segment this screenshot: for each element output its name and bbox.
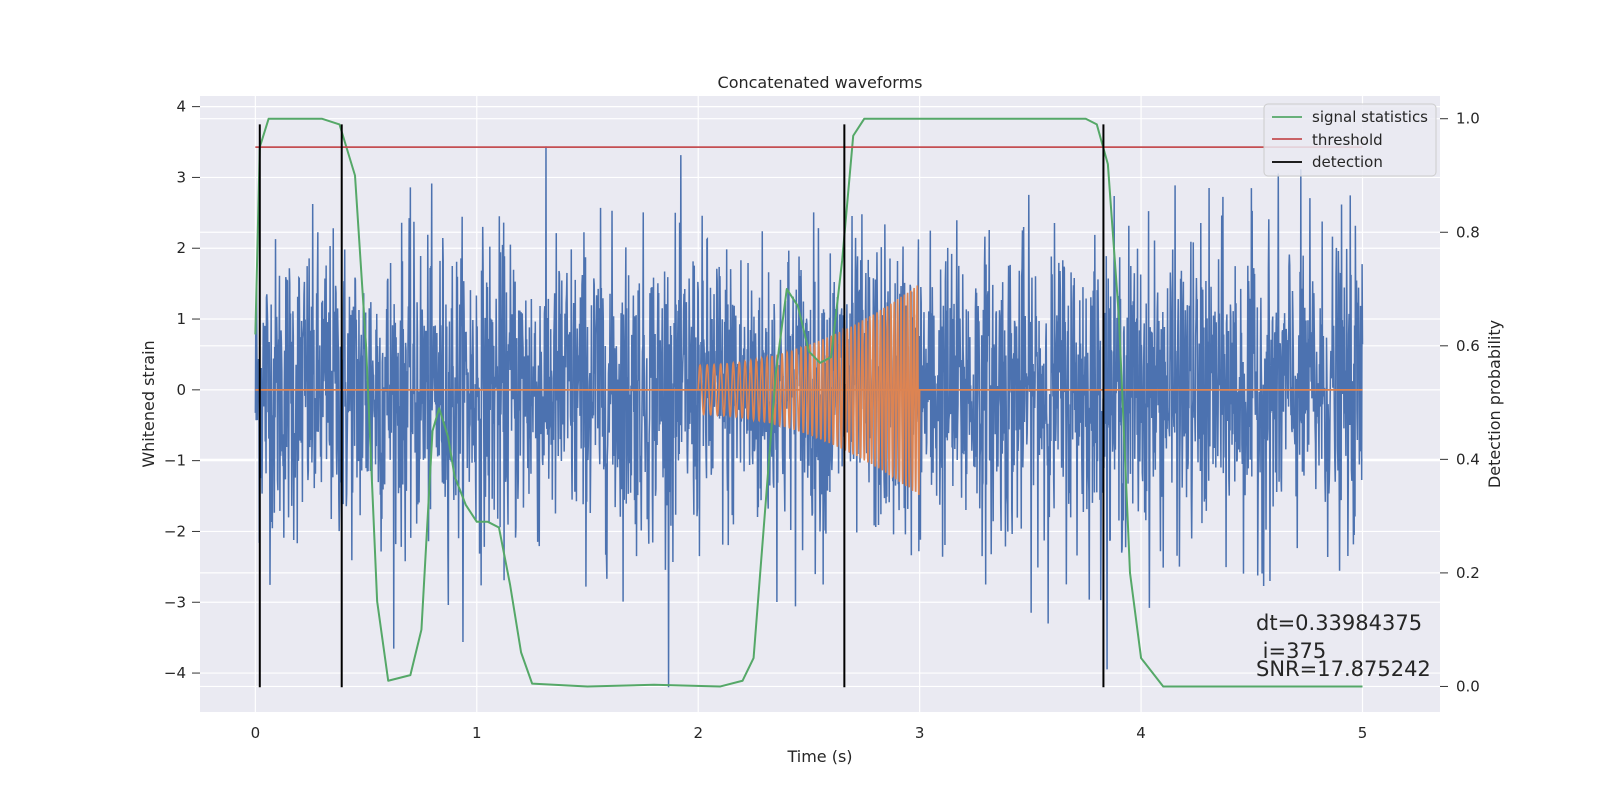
y-tick-label: 2 xyxy=(176,239,186,257)
legend-label-detection: detection xyxy=(1312,153,1383,171)
x-tick-label: 4 xyxy=(1136,724,1146,742)
x-tick-label: 5 xyxy=(1358,724,1368,742)
legend-label-threshold: threshold xyxy=(1312,131,1383,149)
y-tick-label: −1 xyxy=(164,452,186,470)
y2-axis-label: Detection probability xyxy=(1485,320,1504,488)
detection-layer xyxy=(258,124,1105,688)
legend-label-signal-statistics: signal statistics xyxy=(1312,108,1428,126)
y-axis-ticks: −4 −3 −2 −1 0 1 2 3 4 xyxy=(164,98,200,682)
template-layer xyxy=(255,285,1363,495)
annotation-snr: SNR=17.875242 xyxy=(1256,657,1431,681)
y-axis-label: Whitened strain xyxy=(139,340,158,467)
y-tick-label: −4 xyxy=(164,664,186,682)
y2-axis-ticks: 0.0 0.2 0.4 0.6 0.8 1.0 xyxy=(1440,110,1480,695)
x-tick-label: 2 xyxy=(693,724,703,742)
annotation-i: i=375 xyxy=(1256,639,1326,663)
y2-tick-label: 1.0 xyxy=(1456,110,1480,128)
x-tick-label: 3 xyxy=(915,724,925,742)
annotation-dt: dt=0.33984375 xyxy=(1256,611,1422,635)
y-tick-label: −3 xyxy=(164,593,186,611)
chart-title: Concatenated waveforms xyxy=(718,73,923,92)
x-axis-ticks: 0 1 2 3 4 5 xyxy=(251,724,1368,742)
y2-tick-label: 0.6 xyxy=(1456,337,1480,355)
y-tick-label: 1 xyxy=(176,310,186,328)
y-tick-label: 0 xyxy=(176,381,186,399)
y-tick-label: −2 xyxy=(164,522,186,540)
legend: signal statistics threshold detection xyxy=(1263,103,1437,177)
probability-layer xyxy=(254,117,1363,688)
strain-series-line xyxy=(254,146,1364,688)
x-tick-label: 1 xyxy=(472,724,482,742)
signal-statistics-line xyxy=(254,117,1363,688)
y-tick-label: 4 xyxy=(176,98,186,116)
strain-layer xyxy=(254,146,1364,688)
y2-tick-label: 0.8 xyxy=(1456,223,1480,241)
template-series-line xyxy=(697,285,921,495)
y2-tick-label: 0.0 xyxy=(1456,677,1480,695)
y-tick-label: 3 xyxy=(176,168,186,186)
x-tick-label: 0 xyxy=(251,724,261,742)
x-axis-label: Time (s) xyxy=(786,747,852,766)
legend-box xyxy=(1263,103,1437,177)
y2-tick-label: 0.2 xyxy=(1456,564,1480,582)
y2-tick-label: 0.4 xyxy=(1456,450,1480,468)
